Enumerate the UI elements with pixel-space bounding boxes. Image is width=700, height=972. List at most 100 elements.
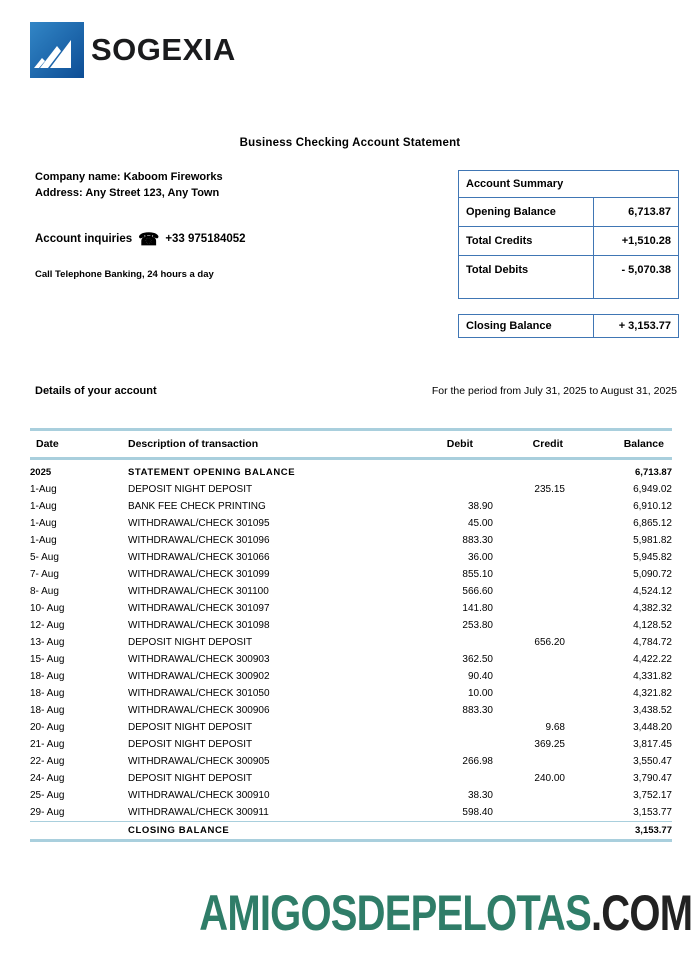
- cell-debit: 883.30: [462, 535, 493, 546]
- transaction-row: 1-Aug WITHDRAWAL/CHECK 301096 883.30 5,981.…: [30, 532, 672, 549]
- sogexia-logo: SOGEXIA: [30, 22, 236, 78]
- cell-credit: [493, 600, 565, 617]
- cell-credit: [493, 804, 565, 822]
- column-header-date: Date: [30, 428, 128, 460]
- summary-row-opening-balance: Opening Balance 6,713.87: [459, 198, 678, 227]
- summary-label: Opening Balance: [459, 198, 594, 226]
- closing-balance-box: Closing Balance + 3,153.77: [458, 314, 679, 338]
- cell-credit: [493, 617, 565, 634]
- cell-description: DEPOSIT NIGHT DEPOSIT: [128, 722, 253, 733]
- transaction-row: 13- Aug DEPOSIT NIGHT DEPOSIT 656.20 4,784.…: [30, 634, 672, 651]
- cell-balance: 3,817.45: [633, 739, 672, 750]
- cell-debit: 253.80: [462, 620, 493, 631]
- cell-description: WITHDRAWAL/CHECK 301066: [128, 552, 270, 563]
- cell-balance: 3,550.47: [633, 756, 672, 767]
- cell-balance: 4,422.22: [633, 654, 672, 665]
- cell-description: WITHDRAWAL/CHECK 300911: [128, 807, 269, 818]
- cell-debit: 598.40: [462, 807, 493, 818]
- cell-date: 1-Aug: [30, 501, 57, 512]
- details-heading: Details of your account: [35, 385, 157, 397]
- phone-icon: ☎: [138, 229, 160, 249]
- cell-credit: [493, 498, 565, 515]
- cell-balance: 3,752.17: [633, 790, 672, 801]
- cell-credit: 369.25: [534, 739, 565, 750]
- cell-balance: 3,448.20: [633, 722, 672, 733]
- cell-debit: [360, 481, 493, 498]
- table-header-row: Date Description of transaction Debit Cr…: [30, 428, 672, 460]
- cell-balance: 5,090.72: [633, 569, 672, 580]
- cell-balance: 5,945.82: [633, 552, 672, 563]
- cell-date: 7- Aug: [30, 569, 59, 580]
- cell-balance: 4,382.32: [633, 603, 672, 614]
- cell-description: WITHDRAWAL/CHECK 300902: [128, 671, 270, 682]
- account-summary-title: Account Summary: [459, 171, 678, 198]
- cell-date: 8- Aug: [30, 586, 59, 597]
- transaction-row: 1-Aug BANK FEE CHECK PRINTING 38.90 6,910.1…: [30, 498, 672, 515]
- transaction-row: 1-Aug WITHDRAWAL/CHECK 301095 45.00 6,865.1…: [30, 515, 672, 532]
- watermark-site-name: AMIGOSDEPELOTAS: [199, 885, 592, 941]
- cell-date: 18- Aug: [30, 705, 65, 716]
- column-header-debit: Debit: [360, 428, 493, 460]
- cell-debit: 141.80: [462, 603, 493, 614]
- cell-balance: 6,865.12: [633, 518, 672, 529]
- column-header-credit: Credit: [493, 428, 565, 460]
- cell-debit: 38.30: [467, 790, 493, 801]
- cell-date: 24- Aug: [30, 773, 65, 784]
- cell-credit: [493, 532, 565, 549]
- transaction-row: 12- Aug WITHDRAWAL/CHECK 301098 253.80 4,12…: [30, 617, 672, 634]
- closing-balance-label: Closing Balance: [459, 315, 594, 337]
- summary-row-total-credits: Total Credits +1,510.28: [459, 227, 678, 256]
- cell-date: 12- Aug: [30, 620, 65, 631]
- closing-balance-row: CLOSING BALANCE 3,153.77: [30, 821, 672, 842]
- cell-credit: 656.20: [534, 637, 565, 648]
- cell-description: WITHDRAWAL/CHECK 301097: [128, 603, 270, 614]
- cell-description: WITHDRAWAL/CHECK 300903: [128, 654, 270, 665]
- cell-balance: 6,949.02: [633, 484, 672, 495]
- cell-credit: [493, 821, 565, 842]
- cell-credit: 240.00: [534, 773, 565, 784]
- company-name-line: Company name: Kaboom Fireworks: [35, 171, 223, 183]
- statement-title: Business Checking Account Statement: [239, 137, 461, 149]
- summary-row-total-debits: Total Debits - 5,070.38: [459, 256, 678, 298]
- cell-description: WITHDRAWAL/CHECK 300906: [128, 705, 270, 716]
- account-summary-box: Account Summary Opening Balance 6,713.87…: [458, 170, 679, 299]
- cell-date: 1-Aug: [30, 535, 57, 546]
- cell-date: 2025: [30, 467, 52, 478]
- cell-balance: 3,438.52: [633, 705, 672, 716]
- cell-date: 21- Aug: [30, 739, 65, 750]
- cell-credit: [493, 549, 565, 566]
- cell-description: DEPOSIT NIGHT DEPOSIT: [128, 773, 253, 784]
- cell-date: 1-Aug: [30, 484, 57, 495]
- cell-debit: 362.50: [462, 654, 493, 665]
- column-header-description: Description of transaction: [128, 428, 360, 460]
- account-inquiries-line: Account inquiries ☎ +33 975184052: [35, 229, 246, 249]
- cell-credit: [493, 685, 565, 702]
- cell-credit: [493, 702, 565, 719]
- cell-description: WITHDRAWAL/CHECK 301098: [128, 620, 270, 631]
- cell-credit: 235.15: [534, 484, 565, 495]
- cell-description: WITHDRAWAL/CHECK 300910: [128, 790, 270, 801]
- cell-date: 25- Aug: [30, 790, 65, 801]
- cell-credit: [493, 668, 565, 685]
- cell-date: 1-Aug: [30, 518, 57, 529]
- watermark-tld: .COM: [590, 885, 693, 941]
- cell-description: WITHDRAWAL/CHECK 301095: [128, 518, 270, 529]
- cell-credit: [493, 515, 565, 532]
- cell-date: 5- Aug: [30, 552, 59, 563]
- cell-debit: 855.10: [462, 569, 493, 580]
- transaction-row: 20- Aug DEPOSIT NIGHT DEPOSIT 9.68 3,448.20: [30, 719, 672, 736]
- cell-balance: 3,790.47: [633, 773, 672, 784]
- company-info: Company name: Kaboom Fireworks Address: …: [35, 170, 223, 201]
- cell-credit: [493, 651, 565, 668]
- cell-debit: 36.00: [467, 552, 493, 563]
- phone-number: +33 975184052: [165, 233, 246, 245]
- cell-balance: 6,713.87: [635, 467, 672, 478]
- cell-debit: [360, 770, 493, 787]
- transaction-row: 29- Aug WITHDRAWAL/CHECK 300911 598.40 3,15…: [30, 804, 672, 822]
- account-inquiries-label: Account inquiries: [35, 233, 133, 245]
- cell-balance: 5,981.82: [633, 535, 672, 546]
- cell-balance: 4,524.12: [633, 586, 672, 597]
- cell-description: WITHDRAWAL/CHECK 300905: [128, 756, 270, 767]
- transaction-row: 5- Aug WITHDRAWAL/CHECK 301066 36.00 5,945.…: [30, 549, 672, 566]
